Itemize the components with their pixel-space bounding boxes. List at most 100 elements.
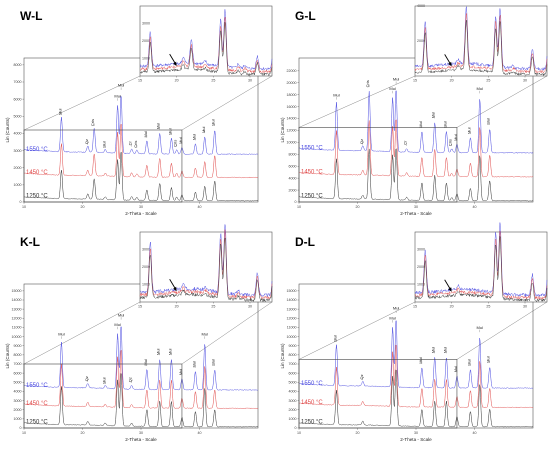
inset-frame bbox=[139, 231, 273, 303]
inset-frame bbox=[414, 231, 548, 303]
phase-label: Mul bbox=[486, 356, 491, 363]
phase-label: Mul bbox=[389, 315, 396, 320]
phase-label: Qz bbox=[128, 377, 133, 382]
temperature-label: 1450 °C bbox=[26, 401, 48, 407]
temperature-label: 1450 °C bbox=[301, 169, 323, 175]
inset-x-tick-label: 15 bbox=[138, 305, 142, 309]
phase-label: Qz bbox=[359, 139, 364, 144]
phase-label: Mul bbox=[477, 325, 484, 330]
y-tick-label: 9000 bbox=[289, 344, 297, 348]
phase-label: Cris bbox=[133, 141, 138, 148]
y-tick-label: 2000 bbox=[289, 408, 297, 412]
y-tick-label: 12000 bbox=[287, 316, 297, 320]
inset-series-line bbox=[414, 13, 548, 74]
phase-label: Mul bbox=[393, 306, 400, 311]
arrow-head-icon bbox=[173, 61, 177, 67]
y-tick-label: 1000 bbox=[289, 417, 297, 421]
phase-label: Mul bbox=[202, 332, 209, 337]
phase-label: Cr bbox=[128, 141, 133, 146]
xrd-series-line bbox=[298, 320, 534, 389]
phase-label: Qz bbox=[84, 139, 89, 144]
y-tick-label: 8000 bbox=[289, 152, 297, 156]
x-tick-label: 20 bbox=[81, 205, 85, 209]
x-tick-label: 40 bbox=[473, 205, 477, 209]
zoom-connector-line bbox=[298, 301, 416, 360]
arrow-icon bbox=[444, 279, 452, 290]
zoom-connector-line bbox=[298, 75, 416, 128]
y-tick-label: 15000 bbox=[12, 289, 22, 293]
y-tick-label: 14000 bbox=[287, 117, 297, 121]
zoom-box bbox=[23, 363, 183, 429]
phase-label: Mul bbox=[167, 128, 172, 135]
inset-y-tick-label: 2000 bbox=[417, 265, 425, 269]
xrd-chart-d-l: D-L 0 1000 2000 3000 4000 5000 6000 7000 8000 9000… bbox=[280, 222, 548, 442]
y-axis-label: Lin (Counts) bbox=[280, 343, 285, 368]
inset-y-tick-label: 1000 bbox=[142, 57, 150, 61]
phase-label: Mul bbox=[453, 366, 458, 373]
zoom-connector-line bbox=[23, 75, 141, 131]
x-tick-label: 10 bbox=[22, 205, 26, 209]
arrow-head-icon bbox=[448, 61, 452, 67]
y-tick-label: 15000 bbox=[287, 289, 297, 293]
temperature-label: 1250 °C bbox=[26, 193, 48, 199]
inset-series-line bbox=[139, 16, 273, 74]
inset-x-tick-label: 15 bbox=[413, 79, 417, 83]
y-tick-label: 0 bbox=[20, 200, 22, 204]
inset-x-tick-label: 25 bbox=[211, 305, 215, 309]
phase-label: Mul bbox=[393, 77, 400, 82]
inset-y-tick-label: 3000 bbox=[142, 22, 150, 26]
y-tick-label: 12000 bbox=[287, 129, 297, 133]
xrd-chart-k-l: K-L 0 1000 2000 3000 4000 5000 6000 7000 8000 9000… bbox=[5, 224, 273, 442]
x-axis-label: 2-Theta - Scale bbox=[125, 211, 157, 216]
phase-label: Mul bbox=[57, 108, 62, 115]
y-tick-label: 6000 bbox=[289, 371, 297, 375]
temperature-label: 1550 °C bbox=[26, 147, 48, 153]
y-tick-label: 16000 bbox=[287, 105, 297, 109]
arrow-head-icon bbox=[173, 286, 177, 292]
inset-y-tick-label: 4000 bbox=[417, 4, 425, 8]
y-tick-label: 9000 bbox=[14, 344, 22, 348]
y-tick-label: 0 bbox=[295, 200, 297, 204]
xrd-series-line bbox=[23, 123, 259, 179]
xrd-series-line bbox=[298, 90, 534, 154]
y-tick-label: 4000 bbox=[14, 390, 22, 394]
phase-label: Mul bbox=[156, 349, 161, 356]
inset-series-line bbox=[139, 237, 273, 303]
panel-label: K-L bbox=[20, 235, 40, 249]
x-tick-label: 10 bbox=[22, 431, 26, 435]
y-tick-label: 5000 bbox=[14, 114, 22, 118]
inset-x-tick-label: 30 bbox=[248, 305, 252, 309]
phase-label: Mul bbox=[178, 369, 183, 376]
x-tick-label: 40 bbox=[198, 431, 202, 435]
inset-x-tick-label: 25 bbox=[211, 79, 215, 83]
inset-y-tick-label: 1000 bbox=[417, 283, 425, 287]
x-tick-label: 30 bbox=[139, 431, 143, 435]
inset-x-tick-label: 30 bbox=[248, 79, 252, 83]
panel-w-l: W-L 0 1000 2000 3000 4000 5000 6000 7000 8000 10 20… bbox=[0, 0, 275, 225]
xrd-series-line bbox=[23, 95, 259, 155]
inset-frame bbox=[139, 5, 273, 77]
phase-label: Mul bbox=[201, 126, 206, 133]
phase-label: Qz bbox=[84, 376, 89, 381]
phase-label: Mul bbox=[58, 332, 65, 337]
inset-y-tick-label: 3000 bbox=[142, 248, 150, 252]
inset-x-tick-label: 20 bbox=[175, 305, 179, 309]
phase-label: Qz bbox=[359, 374, 364, 379]
y-tick-label: 4000 bbox=[14, 132, 22, 136]
phase-label: Mul bbox=[333, 92, 340, 97]
zoom-connector-line bbox=[456, 75, 548, 128]
y-axis-label: Lin (Counts) bbox=[280, 117, 285, 142]
y-tick-label: 7000 bbox=[289, 362, 297, 366]
y-tick-label: 3000 bbox=[14, 399, 22, 403]
y-tick-label: 8000 bbox=[289, 353, 297, 357]
inset-series-line bbox=[414, 222, 548, 298]
y-tick-label: 0 bbox=[295, 426, 297, 430]
phase-label: Mul bbox=[167, 349, 172, 356]
phase-label: Mul bbox=[477, 86, 484, 91]
y-tick-label: 0 bbox=[20, 426, 22, 430]
xrd-series-line bbox=[298, 148, 534, 202]
zoom-connector-line bbox=[456, 301, 548, 360]
y-tick-label: 2000 bbox=[289, 188, 297, 192]
inset-x-tick-label: 15 bbox=[413, 305, 417, 309]
zoom-connector-line bbox=[23, 301, 141, 365]
